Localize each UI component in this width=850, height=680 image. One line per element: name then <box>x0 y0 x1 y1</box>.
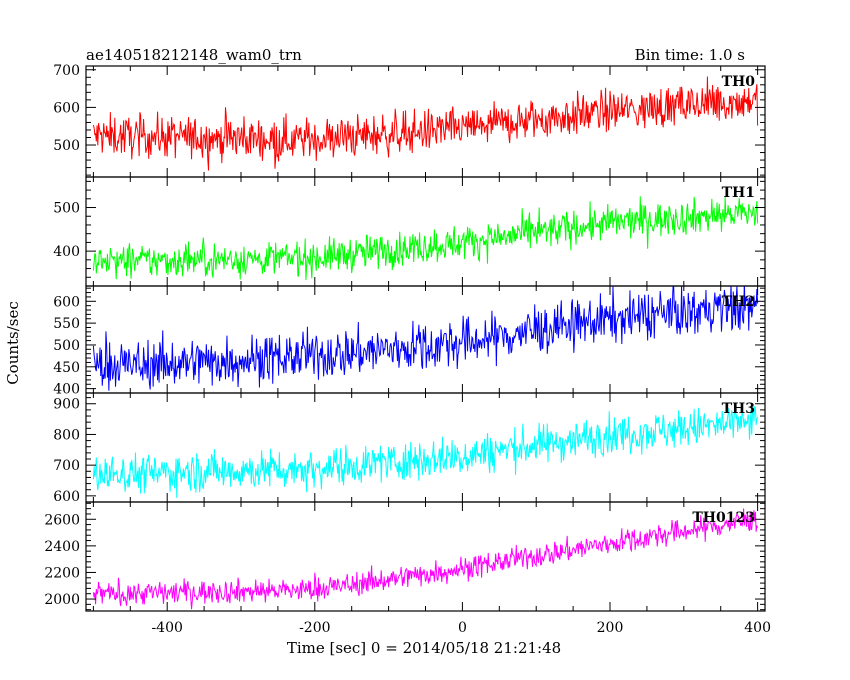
panel-th1: 400 500 TH1 <box>53 176 766 287</box>
series-line-th3 <box>92 405 759 498</box>
y-tick-label: 2200 <box>44 565 80 581</box>
x-tick-label: 200 <box>597 620 624 636</box>
y-tick-label: 600 <box>53 100 80 116</box>
series-line-th0 <box>92 76 759 171</box>
panel-frame <box>85 392 766 503</box>
series-line-th2 <box>92 286 759 391</box>
y-axis-label: Counts/sec <box>4 301 22 385</box>
panel-th0123: 2000 2200 2400 2600 TH0123 <box>44 501 766 612</box>
x-tick-label: -200 <box>299 620 330 636</box>
y-tick-label: 700 <box>53 63 80 79</box>
x-tick-label: 400 <box>744 620 771 636</box>
panels-group: 500 600 700 TH0 400 500 TH1 400 450 500 550 600 TH2 6… <box>44 63 766 612</box>
y-tick-label: 900 <box>53 397 80 413</box>
panel-label-th2: TH2 <box>722 294 755 310</box>
x-axis: -400 -200 0 200 400 <box>151 620 771 636</box>
y-tick-label: 2000 <box>44 592 80 608</box>
panel-label-th1: TH1 <box>722 185 755 201</box>
y-tick-label: 550 <box>53 316 80 332</box>
y-tick-label: 400 <box>53 382 80 398</box>
panel-frame <box>85 501 766 612</box>
series-line-th0123 <box>92 508 759 610</box>
series-line-th1 <box>92 196 759 281</box>
panel-th0: 500 600 700 TH0 <box>53 63 766 178</box>
y-tick-label: 800 <box>53 427 80 443</box>
y-tick-label: 700 <box>53 458 80 474</box>
bin-time-label: Bin time: 1.0 s <box>635 46 745 64</box>
panel-label-th3: TH3 <box>722 401 755 417</box>
panel-th3: 600 700 800 900 TH3 <box>53 392 766 505</box>
panel-label-th0: TH0 <box>722 74 756 90</box>
y-tick-label: 2400 <box>44 539 80 555</box>
y-tick-label: 500 <box>53 201 80 217</box>
x-axis-label: Time [sec] 0 = 2014/05/18 21:21:48 <box>287 639 561 657</box>
y-tick-label: 400 <box>53 244 80 260</box>
y-tick-label: 450 <box>53 360 80 376</box>
x-tick-label: -400 <box>151 620 182 636</box>
panel-th2: 400 450 500 550 600 TH2 <box>53 285 766 398</box>
y-tick-label: 600 <box>53 294 80 310</box>
plot-title: ae140518212148_wam0_trn <box>86 46 302 64</box>
y-tick-label: 500 <box>53 338 80 354</box>
panel-label-th0123: TH0123 <box>692 510 755 526</box>
x-tick-label: 0 <box>458 620 467 636</box>
y-tick-label: 2600 <box>44 512 80 528</box>
y-tick-label: 600 <box>53 489 80 505</box>
y-tick-label: 500 <box>53 138 80 154</box>
